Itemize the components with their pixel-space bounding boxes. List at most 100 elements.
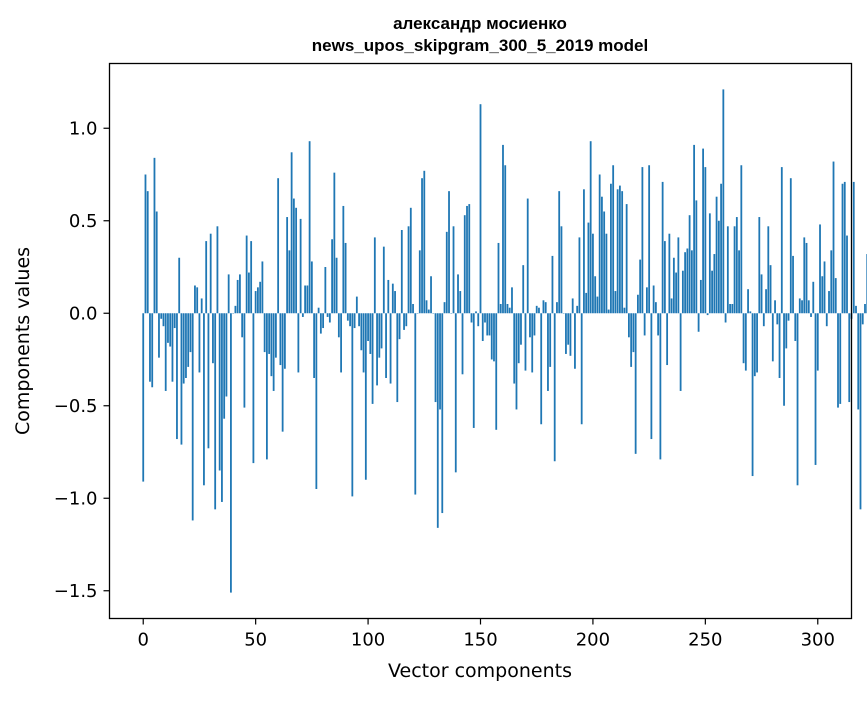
bar-35	[221, 313, 223, 502]
y-tick-label: −0.5	[54, 396, 98, 417]
bar-64	[286, 217, 288, 313]
bar-44	[241, 313, 243, 337]
bar-300	[817, 313, 819, 370]
bar-297	[810, 313, 812, 317]
bar-32	[214, 313, 216, 509]
bar-262	[731, 304, 733, 313]
bar-307	[833, 162, 835, 314]
x-tick-label: 100	[351, 630, 385, 651]
bar-212	[619, 186, 621, 314]
bar-274	[758, 217, 760, 313]
bar-251	[707, 313, 709, 315]
bar-242	[686, 249, 688, 314]
bar-224	[646, 287, 648, 313]
bar-205	[603, 212, 605, 314]
bar-11	[167, 313, 169, 343]
bar-268	[745, 313, 747, 370]
bar-19	[185, 313, 187, 378]
bar-166	[516, 313, 518, 409]
bar-39	[230, 313, 232, 592]
bar-217	[630, 313, 632, 367]
bar-226	[650, 313, 652, 439]
bar-309	[837, 313, 839, 407]
bar-89	[342, 206, 344, 313]
bar-195	[581, 313, 583, 424]
bar-80	[322, 313, 324, 328]
bar-136	[448, 191, 450, 313]
bar-114	[399, 313, 401, 339]
bar-296	[808, 300, 810, 313]
bar-46	[246, 236, 248, 314]
bar-5	[154, 158, 156, 313]
bar-130	[435, 313, 437, 402]
bar-223	[644, 313, 646, 335]
bar-9	[163, 313, 165, 326]
bar-82	[327, 313, 329, 317]
bar-101	[369, 313, 371, 354]
bar-16	[178, 258, 180, 314]
bar-158	[498, 243, 500, 313]
bar-263	[734, 226, 736, 313]
bar-132	[439, 313, 441, 409]
bar-219	[635, 313, 637, 454]
bar-141	[459, 291, 461, 313]
bar-243	[689, 215, 691, 313]
bar-53	[261, 261, 263, 313]
bar-178	[543, 300, 545, 313]
bar-230	[659, 313, 661, 459]
bar-108	[385, 313, 387, 378]
bar-283	[779, 313, 781, 378]
bar-253	[711, 271, 713, 314]
bar-99	[365, 313, 367, 480]
bar-304	[826, 313, 828, 326]
bar-193	[576, 306, 578, 313]
bar-112	[394, 291, 396, 313]
bar-256	[718, 221, 720, 314]
bar-247	[698, 313, 700, 332]
bar-18	[183, 313, 185, 383]
bar-86	[336, 258, 338, 314]
bar-318	[857, 313, 859, 409]
bar-3	[149, 313, 151, 381]
bar-62	[282, 313, 284, 431]
bar-203	[599, 175, 601, 314]
bar-171	[527, 199, 529, 314]
bar-177	[540, 313, 542, 424]
bar-284	[781, 167, 783, 313]
bar-63	[284, 313, 286, 369]
bar-133	[441, 313, 443, 513]
bar-312	[844, 182, 846, 313]
bar-286	[785, 313, 787, 348]
bar-194	[579, 237, 581, 313]
bar-88	[340, 313, 342, 372]
bar-173	[531, 313, 533, 372]
bar-125	[423, 171, 425, 313]
bar-229	[657, 313, 659, 335]
bar-207	[608, 310, 610, 314]
bar-106	[381, 313, 383, 348]
bar-139	[455, 313, 457, 472]
bar-76	[313, 313, 315, 378]
bar-8	[160, 313, 162, 319]
bar-246	[695, 200, 697, 313]
bar-189	[567, 313, 569, 344]
bar-272	[754, 313, 756, 376]
bar-115	[401, 230, 403, 313]
bar-161	[504, 165, 506, 313]
bar-10	[165, 313, 167, 391]
bar-225	[648, 165, 650, 313]
bar-270	[749, 311, 751, 313]
bar-128	[430, 276, 432, 313]
bar-186	[561, 226, 563, 313]
bar-172	[529, 313, 531, 337]
bar-7	[158, 313, 160, 357]
bar-185	[558, 191, 560, 313]
bar-47	[248, 273, 250, 314]
bar-176	[538, 308, 540, 314]
bar-213	[621, 191, 623, 313]
bar-319	[860, 313, 862, 509]
bar-179	[545, 302, 547, 313]
bar-198	[588, 223, 590, 314]
bar-42	[237, 280, 239, 313]
